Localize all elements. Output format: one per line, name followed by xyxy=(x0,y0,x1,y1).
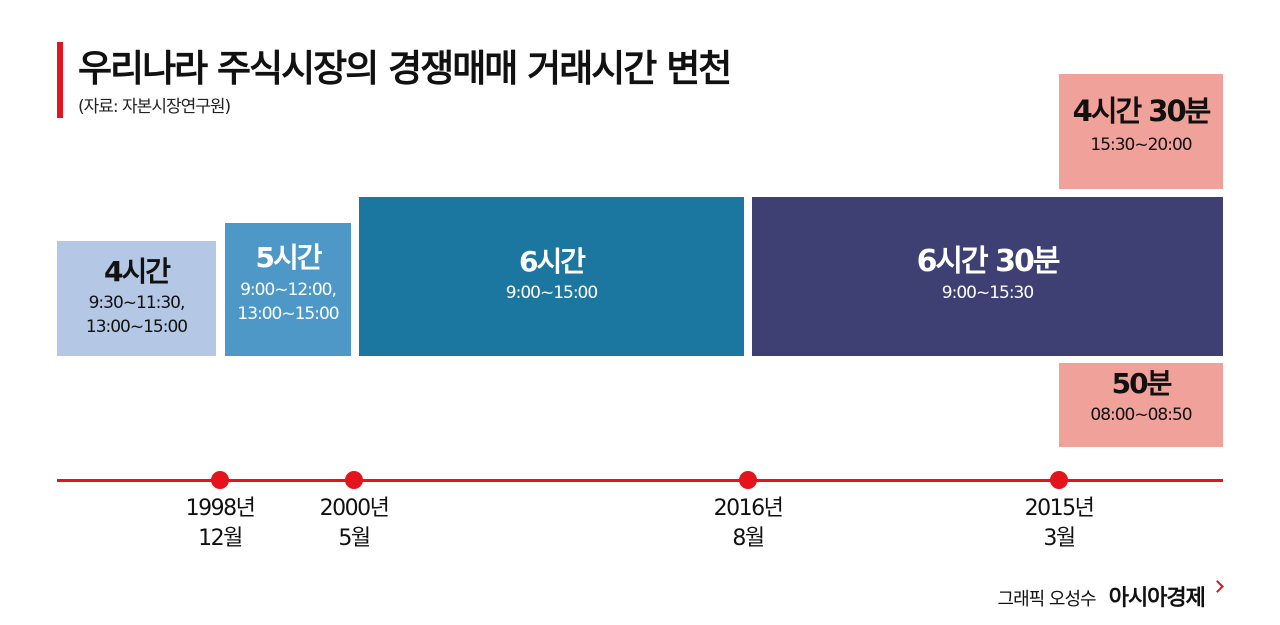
brand-logo: 아시아경제 xyxy=(1108,586,1206,611)
timeline-year: 1998년 xyxy=(185,496,256,521)
timeline-label: 2000년 5월 xyxy=(294,494,414,553)
graphic-byline: 그래픽 오성수 xyxy=(997,589,1097,610)
timeline-marker xyxy=(211,471,229,489)
period-time-line: 13:00~15:00 xyxy=(237,303,339,324)
period-block-2000: 5시간 9:00~12:00, 13:00~15:00 xyxy=(225,223,351,356)
pre-market-block: 50분 08:00~08:50 xyxy=(1059,363,1223,447)
timeline-marker xyxy=(739,471,757,489)
timeline-year: 2016년 xyxy=(713,496,784,521)
title-accent-bar xyxy=(57,42,63,118)
period-time-line: 9:00~15:30 xyxy=(941,283,1034,303)
period-duration: 4시간 xyxy=(103,255,171,288)
timeline-month: 5월 xyxy=(338,525,371,551)
period-time-line: 13:00~15:00 xyxy=(85,316,188,337)
session-duration: 50분 xyxy=(1111,367,1173,400)
period-duration: 6시간 30분 xyxy=(916,244,1061,279)
period-block-6h: 6시간 9:00~15:00 xyxy=(359,197,744,356)
timeline-month: 3월 xyxy=(1043,525,1076,551)
timeline-axis xyxy=(57,479,1223,482)
period-block-1998: 4시간 9:30~11:30, 13:00~15:00 xyxy=(57,241,216,356)
timeline-marker xyxy=(345,471,363,489)
period-time-line: 9:00~15:00 xyxy=(505,282,598,303)
source-note: (자료: 자본시장연구원) xyxy=(78,97,231,117)
after-hours-block: 4시간 30분 15:30~20:00 xyxy=(1059,74,1223,189)
period-duration: 6시간 xyxy=(518,245,586,278)
session-time: 15:30~20:00 xyxy=(1090,134,1192,155)
session-time: 08:00~08:50 xyxy=(1090,404,1192,425)
page-title: 우리나라 주식시장의 경쟁매매 거래시간 변천 xyxy=(78,47,732,90)
timeline-year: 2000년 xyxy=(319,496,390,521)
period-duration: 5시간 xyxy=(255,241,322,274)
period-block-6h30m: 6시간 30분 9:00~15:30 xyxy=(752,197,1223,356)
session-duration: 4시간 30분 xyxy=(1072,94,1212,128)
timeline-label: 1998년 12월 xyxy=(160,494,280,553)
period-time-line: 9:30~11:30, xyxy=(88,292,186,313)
timeline-label: 2016년 8월 xyxy=(688,494,808,553)
timeline-marker xyxy=(1050,471,1068,489)
credit-line: 그래픽 오성수 아시아경제 xyxy=(997,580,1224,612)
timeline-label: 2015년 3월 xyxy=(999,494,1119,553)
brand-mark-icon xyxy=(1211,580,1224,593)
timeline-year: 2015년 xyxy=(1024,496,1095,521)
timeline-month: 8월 xyxy=(732,525,765,551)
period-time-line: 9:00~12:00, xyxy=(240,279,337,300)
timeline-month: 12월 xyxy=(198,525,243,551)
